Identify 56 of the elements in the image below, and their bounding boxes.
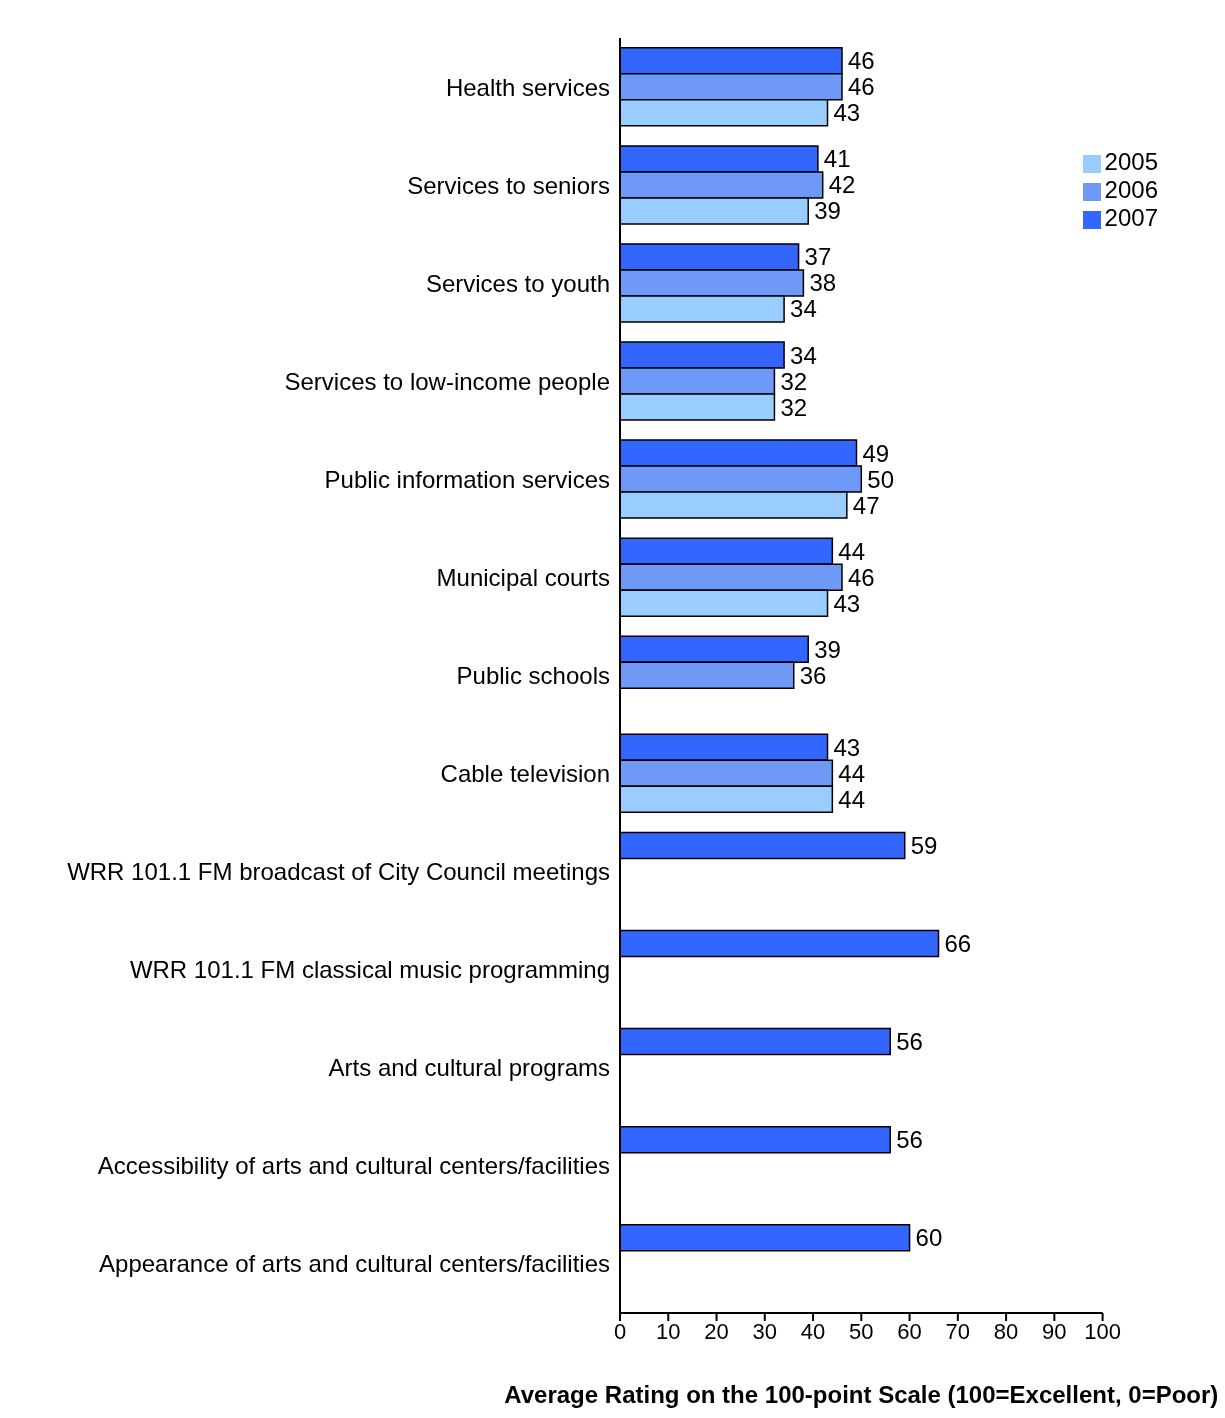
y-tick-label: Accessibility of arts and cultural centers/facilities bbox=[97, 1152, 610, 1180]
data-label: 50 bbox=[867, 465, 895, 493]
x-tick-label: 80 bbox=[993, 1318, 1019, 1344]
data-label: 34 bbox=[790, 341, 817, 369]
x-tick-label: 60 bbox=[897, 1318, 922, 1344]
x-tick-label: 50 bbox=[849, 1318, 874, 1344]
data-label: 34 bbox=[790, 295, 817, 323]
x-tick-label: 20 bbox=[704, 1318, 729, 1344]
data-label: 36 bbox=[799, 661, 827, 689]
data-label: 37 bbox=[804, 243, 832, 271]
data-label: 39 bbox=[814, 197, 841, 225]
data-label: 32 bbox=[780, 367, 808, 395]
data-label: 46 bbox=[848, 73, 875, 101]
legend-label: 2005 bbox=[1104, 148, 1158, 175]
data-label: 43 bbox=[833, 99, 861, 127]
y-tick-label: Public schools bbox=[456, 662, 610, 690]
data-label: 43 bbox=[833, 733, 861, 761]
data-label: 60 bbox=[915, 1224, 943, 1252]
data-label: 38 bbox=[809, 269, 837, 297]
y-tick-label: WRR 101.1 FM broadcast of City Council meetings bbox=[67, 858, 610, 886]
data-label: 46 bbox=[848, 47, 875, 75]
x-tick-label: 0 bbox=[613, 1318, 627, 1344]
data-label: 42 bbox=[828, 171, 856, 199]
y-tick-label: Appearance of arts and cultural centers/facilities bbox=[99, 1250, 610, 1278]
x-tick-label: 100 bbox=[1084, 1318, 1121, 1344]
data-label: 59 bbox=[910, 831, 938, 859]
data-label: 41 bbox=[823, 145, 851, 173]
data-label: 49 bbox=[862, 439, 890, 467]
data-label: 56 bbox=[896, 1126, 923, 1154]
y-tick-label: Health services bbox=[445, 73, 610, 101]
data-label: 56 bbox=[896, 1028, 923, 1056]
y-tick-label: WRR 101.1 FM classical music programming bbox=[129, 956, 610, 984]
x-tick-label: 90 bbox=[1042, 1318, 1067, 1344]
y-tick-label: Public information services bbox=[324, 465, 610, 493]
y-tick-label: Services to low-income people bbox=[284, 367, 610, 395]
data-label: 32 bbox=[780, 393, 808, 421]
x-axis-title: Average Rating on the 100-point Scale (100=Excellent, 0=Poor) bbox=[504, 1381, 1219, 1408]
y-tick-label: Services to youth bbox=[425, 269, 610, 297]
x-tick-label: 40 bbox=[800, 1318, 826, 1344]
data-label: 43 bbox=[833, 589, 861, 617]
legend-label: 2006 bbox=[1104, 176, 1158, 203]
legend-label: 2007 bbox=[1104, 204, 1158, 231]
y-tick-label: Cable television bbox=[440, 760, 610, 788]
data-label: 47 bbox=[852, 491, 880, 519]
y-tick-label: Services to seniors bbox=[407, 171, 610, 199]
y-tick-label: Arts and cultural programs bbox=[328, 1054, 610, 1082]
data-label: 44 bbox=[838, 759, 866, 787]
data-label: 44 bbox=[838, 537, 866, 565]
x-tick-label: 70 bbox=[945, 1318, 971, 1344]
data-label: 66 bbox=[944, 930, 972, 958]
data-label: 44 bbox=[838, 785, 866, 813]
data-label: 39 bbox=[814, 635, 841, 663]
data-label: 46 bbox=[848, 563, 875, 591]
y-tick-label: Municipal courts bbox=[436, 563, 610, 591]
x-tick-label: 30 bbox=[752, 1318, 778, 1344]
x-tick-label: 10 bbox=[656, 1318, 681, 1344]
